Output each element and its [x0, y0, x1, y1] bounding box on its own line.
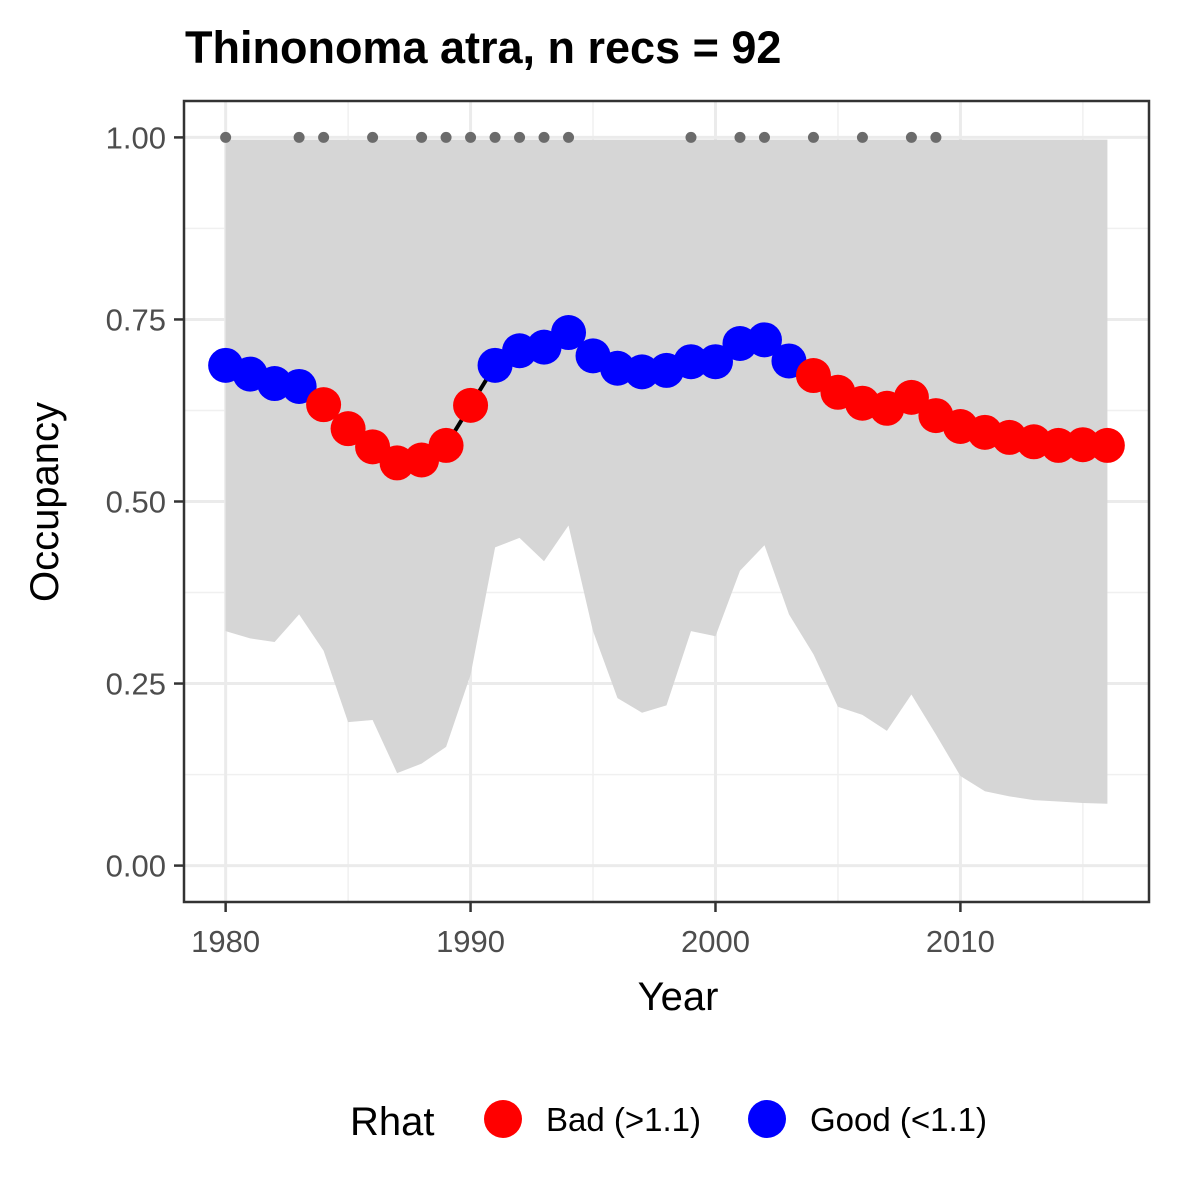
- record-point: [685, 131, 697, 143]
- occupancy-point-bad: [1040, 427, 1076, 463]
- occupancy-points-layer: [208, 315, 1125, 481]
- record-point: [734, 131, 746, 143]
- y-tick-label: 0.50: [106, 485, 166, 520]
- y-tick-label: 0.25: [106, 667, 166, 702]
- occupancy-point-bad: [330, 411, 366, 447]
- record-point: [856, 131, 868, 143]
- legend-label-good: Good (<1.1): [810, 1101, 987, 1138]
- record-point: [563, 131, 575, 143]
- occupancy-point-bad: [428, 427, 464, 463]
- plot-panel: [182, 99, 1151, 904]
- record-point: [538, 131, 550, 143]
- occupancy-point-bad: [306, 387, 342, 423]
- legend-label-bad: Bad (>1.1): [546, 1101, 701, 1138]
- record-point: [930, 131, 942, 143]
- record-point: [465, 131, 477, 143]
- y-tick-label: 1.00: [106, 120, 166, 155]
- occupancy-point-bad: [453, 387, 489, 423]
- y-tick-label: 0.75: [106, 302, 166, 337]
- occupancy-point-bad: [795, 358, 831, 394]
- x-tick-label: 2010: [926, 924, 995, 959]
- chart-title: Thinonoma atra, n recs = 92: [185, 22, 781, 73]
- record-point: [905, 131, 917, 143]
- record-point: [318, 131, 330, 143]
- credible-interval-layer: [225, 139, 1108, 804]
- record-point: [807, 131, 819, 143]
- occupancy-point-good: [551, 315, 587, 351]
- x-tick-label: 2000: [681, 924, 750, 959]
- record-point: [758, 131, 770, 143]
- legend-key-bad: [484, 1100, 522, 1138]
- legend-key-good: [748, 1100, 786, 1138]
- record-point: [514, 131, 526, 143]
- y-axis: 0.00 0.25 0.50 0.75 1.00: [106, 120, 184, 884]
- occupancy-point-good: [281, 368, 317, 404]
- x-axis-label: Year: [638, 975, 719, 1019]
- record-point: [416, 131, 428, 143]
- occupancy-point-bad: [1065, 427, 1101, 463]
- credible-interval-ribbon: [225, 139, 1108, 804]
- x-tick-label: 1990: [436, 924, 505, 959]
- occupancy-point-good: [697, 344, 733, 380]
- record-point: [440, 131, 452, 143]
- record-point: [220, 131, 232, 143]
- occupancy-point-bad: [1089, 427, 1125, 463]
- record-point: [489, 131, 501, 143]
- record-point: [367, 131, 379, 143]
- occupancy-point-bad: [893, 379, 929, 415]
- record-points-layer: [220, 131, 942, 143]
- y-tick-label: 0.00: [106, 849, 166, 884]
- x-tick-label: 1980: [191, 924, 260, 959]
- legend: Rhat Bad (>1.1) Good (<1.1): [350, 1100, 987, 1144]
- y-axis-label: Occupancy: [23, 402, 67, 602]
- occupancy-point-good: [746, 322, 782, 358]
- legend-title: Rhat: [350, 1100, 435, 1144]
- x-axis: 1980 1990 2000 2010: [191, 902, 995, 959]
- occupancy-point-good: [673, 344, 709, 380]
- record-point: [293, 131, 305, 143]
